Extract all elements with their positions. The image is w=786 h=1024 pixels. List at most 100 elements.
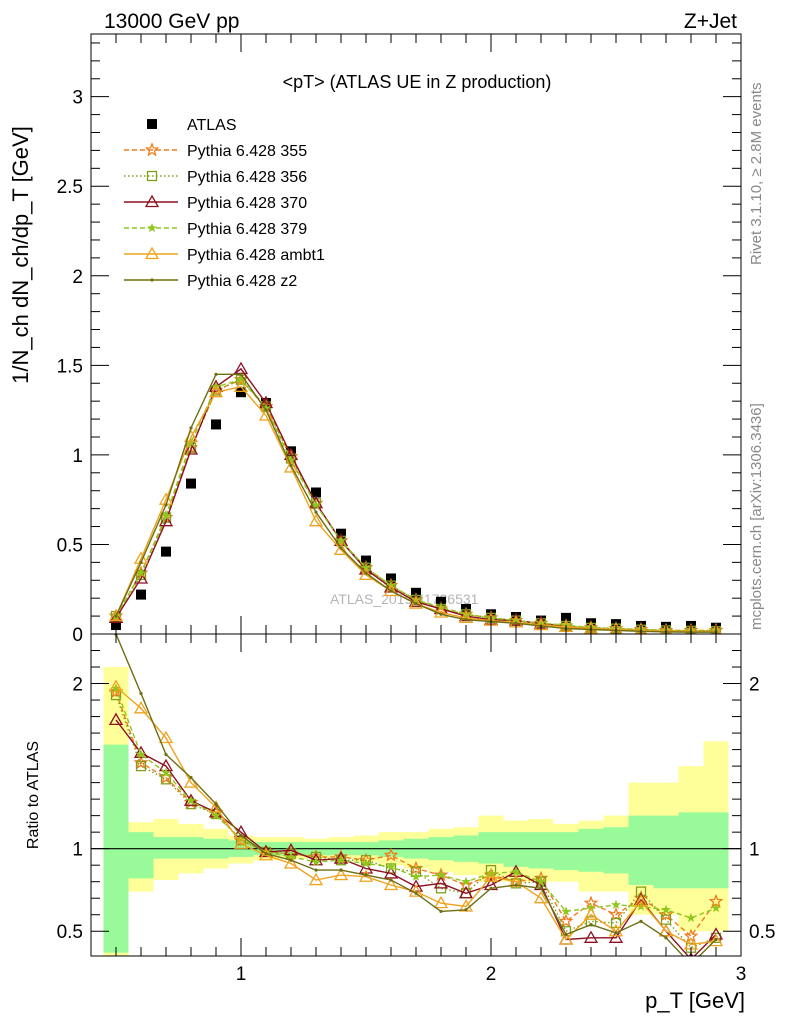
data-point-p370 xyxy=(433,876,449,889)
mcplots-source: mcplots.cern.ch [arXiv:1306.3436] xyxy=(748,403,765,630)
data-point-ATLAS xyxy=(311,487,321,498)
data-point-p379 xyxy=(436,870,446,880)
data-point-ambt1 xyxy=(433,605,449,618)
process-label: Z+Jet xyxy=(684,10,737,33)
data-point-z2 xyxy=(714,937,718,942)
legend-entry-z2: Pythia 6.428 z2 xyxy=(124,273,297,290)
data-point-ambt1 xyxy=(258,408,274,421)
main-ytick-label: 2.5 xyxy=(57,177,83,198)
data-point-z2 xyxy=(339,868,343,872)
series-z2-ratio xyxy=(114,634,718,956)
data-point-ambt1 xyxy=(383,583,399,597)
main-series-group xyxy=(108,361,724,634)
data-point-ambt1 xyxy=(483,869,499,882)
series-line-z2 xyxy=(115,634,717,956)
legend-label-ATLAS: ATLAS xyxy=(187,117,237,134)
legend-label-z2: Pythia 6.428 z2 xyxy=(187,273,297,290)
data-point-ATLAS xyxy=(211,419,221,430)
main-ytick-label: 0.5 xyxy=(57,535,83,556)
ratio-ytick-label: 0.5 xyxy=(57,922,83,943)
data-point-ambt1 xyxy=(558,932,574,945)
data-point-ATLAS xyxy=(561,612,571,623)
data-point-p379 xyxy=(686,912,696,923)
data-point-ambt1 xyxy=(333,867,349,881)
data-point-ambt1 xyxy=(408,884,424,897)
data-point-ATLAS xyxy=(236,387,246,398)
ratio-uncertainty-bands xyxy=(103,667,729,956)
band-inner xyxy=(503,832,529,867)
band-inner xyxy=(703,812,729,889)
data-point-ambt1 xyxy=(108,608,124,622)
data-point-ambt1 xyxy=(158,730,174,744)
legend-label-p356: Pythia 6.428 356 xyxy=(187,169,307,186)
band-inner xyxy=(478,832,504,864)
data-point-p379 xyxy=(361,858,371,868)
legend: ATLAS Pythia 6.428 355 Pythia 6.428 356 Pyt… xyxy=(124,117,325,290)
data-point-z2 xyxy=(214,802,218,806)
data-point-p379 xyxy=(386,861,396,871)
data-point-ambt1 xyxy=(533,890,549,904)
data-point-z2 xyxy=(364,873,368,877)
data-point-p379 xyxy=(311,499,321,510)
band-inner xyxy=(178,837,204,859)
data-point-z2 xyxy=(239,372,243,376)
ratio-y-axis-label: Ratio to ATLAS xyxy=(25,741,42,849)
data-point-ambt1 xyxy=(658,923,674,937)
data-point-z2 xyxy=(264,852,268,856)
data-point-z2 xyxy=(514,883,518,887)
data-point-z2 xyxy=(639,919,643,923)
data-point-ambt1 xyxy=(633,894,649,907)
legend-entry-p370: Pythia 6.428 370 xyxy=(124,194,307,212)
data-point-p379 xyxy=(461,609,471,619)
data-point-z2 xyxy=(239,833,243,838)
legend-label-p355: Pythia 6.428 355 xyxy=(187,143,307,160)
data-point-z2 xyxy=(664,936,668,940)
legend-entry-p379: Pythia 6.428 379 xyxy=(124,221,307,238)
data-point-ambt1 xyxy=(433,895,449,909)
data-point-p379 xyxy=(161,510,171,520)
legend-entry-ATLAS: ATLAS xyxy=(147,117,237,134)
data-point-z2 xyxy=(314,510,318,514)
data-point-z2 xyxy=(314,868,318,872)
data-point-ambt1 xyxy=(208,384,224,398)
xtick-label: 2 xyxy=(486,964,497,985)
band-inner xyxy=(153,837,179,859)
data-point-z2 xyxy=(389,589,393,593)
data-point-z2 xyxy=(464,618,468,622)
data-point-z2 xyxy=(614,931,618,935)
data-point-z2 xyxy=(289,464,293,468)
data-point-z2 xyxy=(139,560,143,564)
data-point-ambt1 xyxy=(133,700,149,714)
main-y-axis-label: 1/N_ch dN_ch/dp_T [GeV] xyxy=(8,126,33,384)
ratio-series-group xyxy=(108,634,724,956)
main-ytick-label: 1.5 xyxy=(57,356,83,377)
data-point-ambt1 xyxy=(208,800,224,813)
legend-marker-ATLAS xyxy=(147,119,157,129)
main-ytick-label: 3 xyxy=(72,88,83,109)
data-point-ambt1 xyxy=(358,567,374,581)
xtick-label: 3 xyxy=(736,964,747,985)
series-line-p355 xyxy=(115,691,717,938)
band-inner xyxy=(553,832,579,871)
series-ambt1-main xyxy=(108,379,722,634)
band-inner xyxy=(528,832,554,869)
ratio-ytick-label: 2 xyxy=(72,675,83,696)
data-point-z2 xyxy=(589,923,593,927)
data-point-ambt1 xyxy=(233,379,249,392)
data-point-p379 xyxy=(136,749,146,759)
data-point-p355 xyxy=(408,860,424,875)
data-point-z2 xyxy=(364,571,368,575)
data-point-z2 xyxy=(564,932,568,937)
band-inner xyxy=(128,832,154,879)
data-point-p379 xyxy=(136,568,146,578)
data-point-ambt1 xyxy=(308,872,324,886)
data-point-ambt1 xyxy=(458,610,474,624)
data-point-z2 xyxy=(164,503,168,507)
x-axis-label: p_T [GeV] xyxy=(645,988,745,1013)
data-point-z2 xyxy=(164,752,168,757)
band-inner xyxy=(578,828,604,872)
legend-marker-p379 xyxy=(147,223,157,233)
data-point-p370 xyxy=(108,610,124,624)
